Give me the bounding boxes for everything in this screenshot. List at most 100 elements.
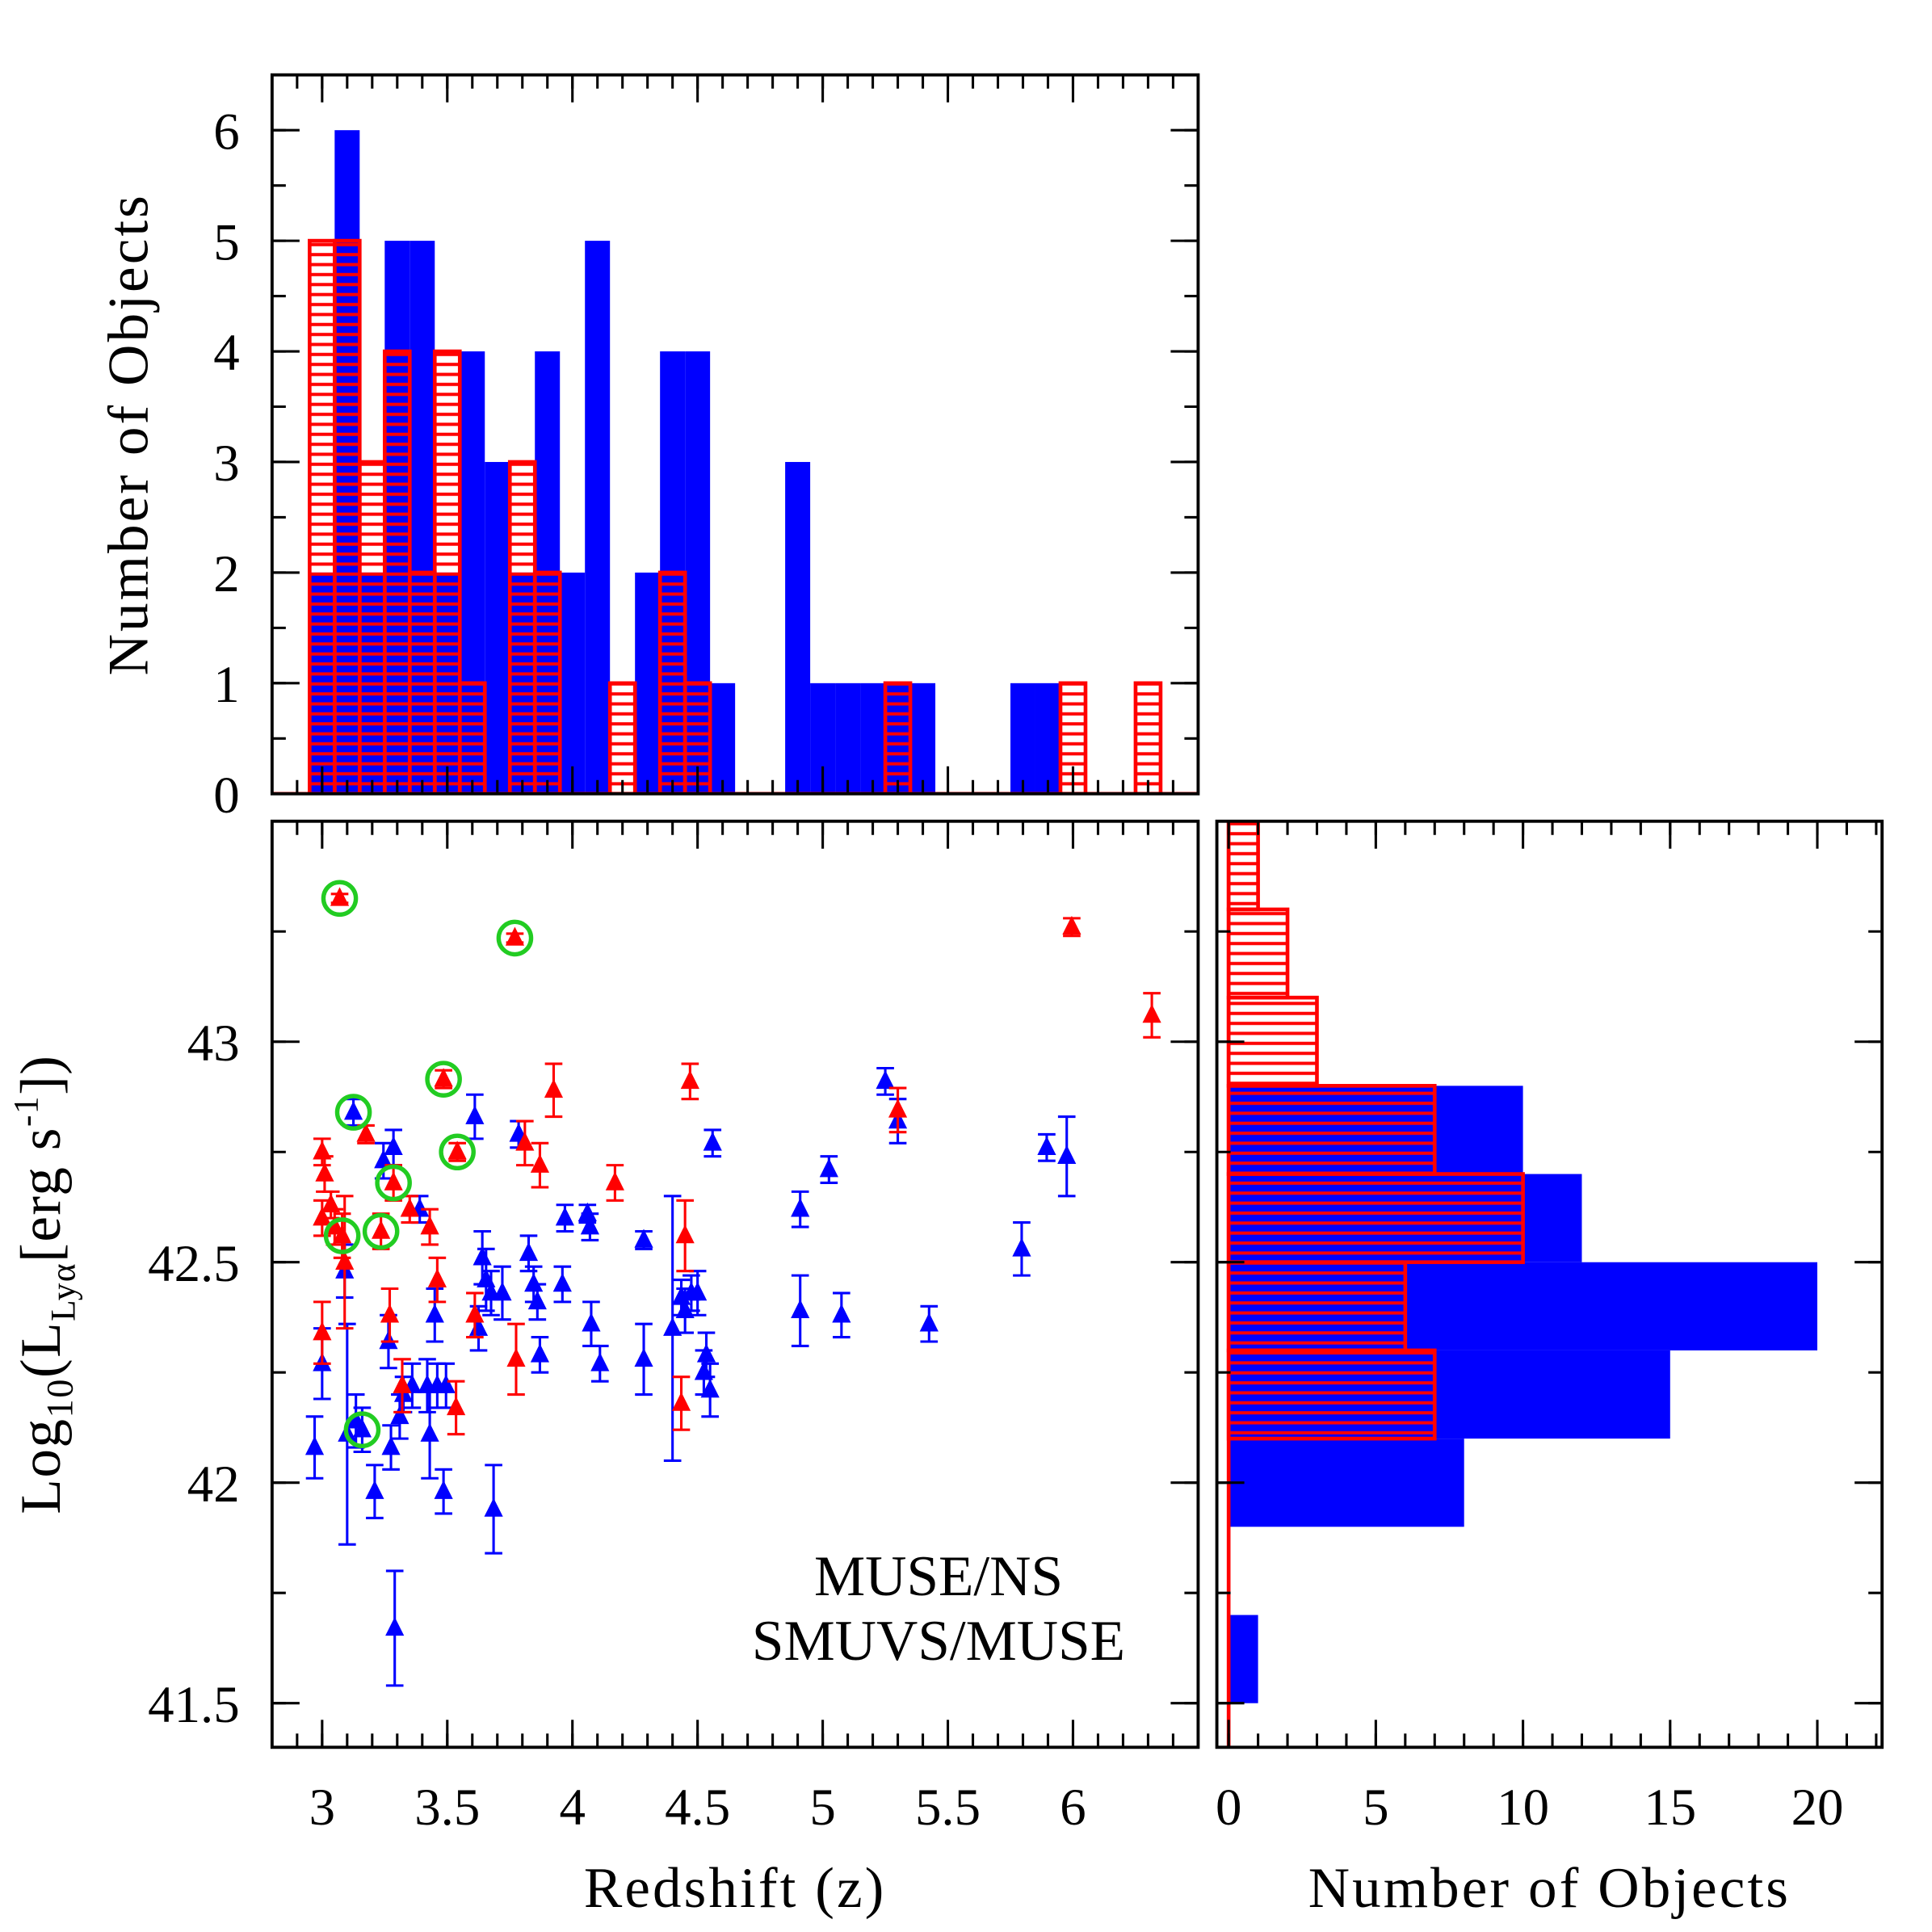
hist-bar: [432, 349, 462, 794]
point: [333, 1224, 352, 1244]
x-tick-label: 20: [1791, 1779, 1844, 1837]
point: [365, 1480, 384, 1499]
hist-bar: [407, 570, 437, 794]
point: [819, 1158, 838, 1178]
point: [552, 1273, 572, 1292]
frame: [270, 73, 1200, 796]
point: [434, 1068, 453, 1087]
point: [505, 926, 525, 946]
y-tick-label: 1: [213, 656, 239, 714]
x-tick-label: 3.5: [414, 1779, 480, 1837]
point: [313, 1207, 332, 1226]
y-tick-label: 3: [213, 435, 239, 493]
y-axis-label-part: [erg s: [10, 1127, 73, 1262]
y-tick-label: 6: [213, 103, 239, 161]
x-tick-label: 4.5: [665, 1779, 730, 1837]
point: [506, 1347, 526, 1367]
point: [555, 1207, 575, 1226]
highlight-ring: [343, 1411, 381, 1448]
point: [700, 1379, 720, 1398]
y-axis-label: Log10(LLyα[erg s-1]): [6, 1054, 82, 1514]
hist-bar: [860, 682, 886, 794]
highlight-ring: [375, 1164, 412, 1202]
x-tick-label: 4: [559, 1779, 585, 1837]
point: [688, 1282, 708, 1301]
point: [675, 1299, 695, 1319]
hist-bar: [457, 681, 487, 794]
y-tick-label: 2: [213, 545, 239, 603]
point: [465, 1105, 485, 1124]
plot-area: [271, 130, 1199, 794]
point: [434, 1480, 453, 1499]
hist-bar: [1226, 1348, 1437, 1441]
point: [465, 1304, 485, 1323]
y-axis-label-part: (L: [10, 1321, 73, 1378]
point: [321, 1193, 341, 1213]
hist-bar: [1226, 907, 1290, 1000]
highlight-ring: [334, 1094, 372, 1131]
point: [694, 1361, 713, 1380]
point: [335, 1250, 355, 1270]
hist-bar: [607, 681, 637, 794]
point: [1057, 1144, 1077, 1164]
point: [663, 1317, 682, 1336]
point: [420, 1422, 439, 1442]
highlight-ring: [496, 919, 534, 957]
point: [425, 1304, 444, 1323]
point: [352, 1418, 372, 1438]
legend-entry: SMUVS/MUSE: [752, 1610, 1125, 1673]
point: [530, 1343, 550, 1363]
point: [390, 1405, 410, 1425]
point: [580, 1216, 599, 1235]
point: [791, 1299, 810, 1319]
point: [634, 1228, 653, 1248]
point: [519, 1241, 539, 1262]
x-tick-label: 5.5: [915, 1779, 981, 1837]
point: [1142, 1004, 1161, 1023]
y-tick-label: 42: [187, 1455, 240, 1514]
y-tick-label: 0: [213, 766, 239, 825]
hist-bar: [657, 570, 687, 794]
point: [379, 1330, 398, 1350]
point: [582, 1312, 601, 1332]
point: [578, 1202, 597, 1221]
point: [315, 1162, 334, 1182]
hist-bar: [560, 572, 586, 794]
point: [484, 1497, 503, 1517]
y-tick-label: 43: [187, 1014, 240, 1073]
point: [1062, 915, 1082, 935]
x-tick-label: 5: [1363, 1779, 1388, 1837]
point: [385, 1616, 405, 1636]
hist-bar: [532, 570, 562, 794]
hist-bar: [635, 572, 661, 794]
y-axis-label-part: -1: [6, 1095, 45, 1127]
highlight-ring: [323, 1217, 361, 1254]
y-axis-label: Number of Objects: [97, 193, 160, 675]
hist-bar: [357, 460, 387, 794]
point: [590, 1352, 610, 1371]
point: [791, 1198, 810, 1217]
y-axis-label-part: Log: [10, 1418, 73, 1514]
x-tick-label: 0: [1216, 1779, 1241, 1837]
hist-bar: [883, 681, 913, 794]
point: [325, 1216, 344, 1235]
point: [447, 1140, 467, 1160]
hist-bar: [835, 682, 861, 794]
point: [832, 1304, 851, 1323]
point: [384, 1171, 403, 1191]
hist-bar: [1226, 1084, 1437, 1176]
frame: [270, 819, 1200, 1749]
point: [876, 1069, 895, 1090]
x-tick-label: 6: [1060, 1779, 1086, 1837]
hist-bar: [1226, 821, 1260, 912]
point: [380, 1304, 400, 1323]
point: [703, 1132, 722, 1151]
point: [493, 1282, 512, 1301]
hist-bar: [1228, 1438, 1464, 1527]
point: [680, 1069, 699, 1090]
hist-bar: [910, 682, 936, 794]
point: [393, 1374, 412, 1393]
point: [313, 1140, 332, 1160]
point: [530, 1153, 550, 1173]
